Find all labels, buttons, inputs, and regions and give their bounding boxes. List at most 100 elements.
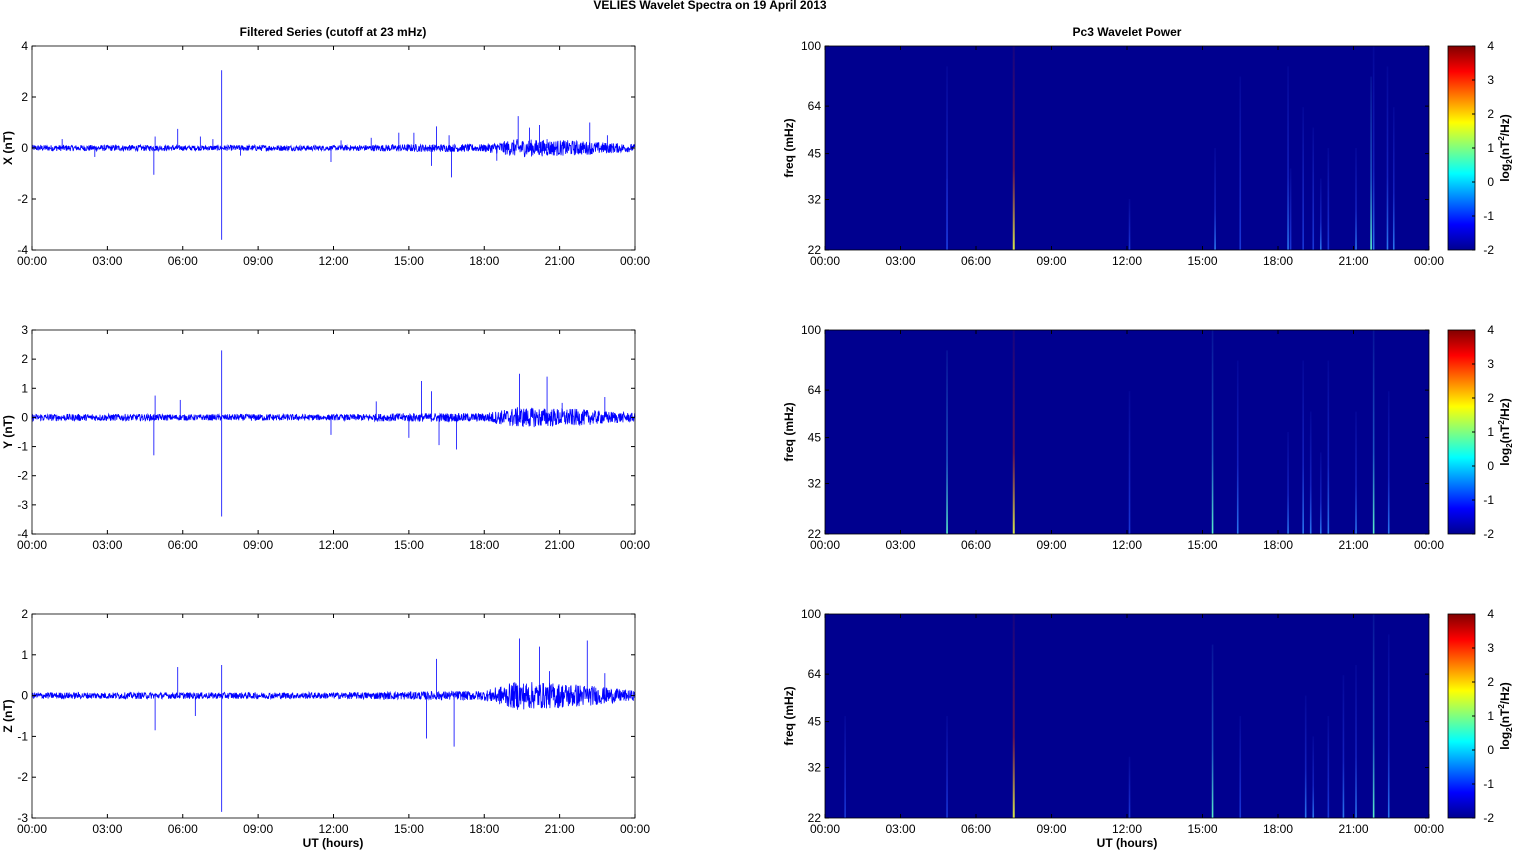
y-wavelet-power-xtick-label: 12:00 (1112, 538, 1142, 552)
x-wavelet-power-streak (1327, 148, 1330, 250)
x-wavelet-power-ytick-label: 64 (808, 99, 822, 113)
x-filtered-series-panel: -4 -2 0 2 4 00:00 03:00 06:00 09:00 12:00 15:00 18:… (1, 39, 650, 268)
z-wavelet-power-colorbar-tick-label: 4 (1487, 607, 1494, 621)
y-wavelet-power-colorbar-tick-label: 0 (1487, 459, 1494, 473)
x-wavelet-power-streak (1372, 46, 1375, 250)
x-wavelet-power-colorbar-tick-label: 0 (1487, 175, 1494, 189)
y-filtered-series-ytick-label: 2 (21, 352, 28, 366)
y-wavelet-power-streak (1287, 432, 1289, 534)
y-wavelet-power-streak (1319, 452, 1322, 534)
x-wavelet-power-streak (1355, 148, 1357, 250)
x-wavelet-power-streak (1012, 46, 1015, 250)
y-wavelet-power-streak (1327, 360, 1330, 534)
y-filtered-series-ytick-label: -2 (17, 469, 28, 483)
x-filtered-series-ytick-label: 4 (21, 39, 28, 53)
y-wavelet-power-colorbar-tick-label: -1 (1483, 493, 1494, 507)
z-wavelet-power-streak (1342, 675, 1345, 818)
y-wavelet-power-colorbar-label: log2(nT2/Hz) (1497, 398, 1514, 466)
y-filtered-series-ytick-label: -1 (17, 440, 28, 454)
z-wavelet-power-ylabel: freq (mHz) (782, 686, 796, 745)
z-filtered-series-xtick-label: 00:00 (620, 822, 650, 836)
y-wavelet-power-xtick-label: 21:00 (1338, 538, 1368, 552)
y-filtered-series-xtick-label: 03:00 (92, 538, 122, 552)
z-wavelet-power-ytick-label: 32 (808, 761, 822, 775)
y-filtered-series-trace (31, 407, 636, 428)
y-wavelet-power-xtick-label: 18:00 (1263, 538, 1293, 552)
z-wavelet-power-streak (1312, 736, 1315, 818)
z-wavelet-power-xtick-label: 03:00 (885, 822, 915, 836)
z-wavelet-power-xtick-label: 12:00 (1112, 822, 1142, 836)
z-wavelet-power-colorbar-tick-label: 0 (1487, 743, 1494, 757)
x-filtered-series-xtick-label: 12:00 (318, 254, 348, 268)
y-wavelet-power-streak (1309, 411, 1312, 534)
z-wavelet-power-streak (1355, 665, 1357, 818)
z-filtered-series-panel: -3 -2 -1 0 1 2 00:00 03:00 06:00 09:00 12:00 15:00 1… (1, 607, 650, 836)
left-column-title: Filtered Series (cutoff at 23 mHz) (240, 25, 427, 39)
x-wavelet-power-xtick-label: 21:00 (1338, 254, 1368, 268)
z-wavelet-power-ytick-label: 64 (808, 667, 822, 681)
y-filtered-series-xtick-label: 21:00 (545, 538, 575, 552)
z-wavelet-power-ytick-label: 45 (808, 715, 822, 729)
x-filtered-series-trace (31, 139, 636, 158)
x-filtered-series-ytick-label: 2 (21, 90, 28, 104)
y-filtered-series-ytick-label: -3 (17, 498, 28, 512)
x-wavelet-power-streak (1214, 148, 1216, 250)
y-filtered-series-ytick-label: 3 (21, 323, 28, 337)
x-filtered-series-ytick-label: -4 (17, 243, 28, 257)
x-wavelet-power-xtick-label: 18:00 (1263, 254, 1293, 268)
y-wavelet-power-colorbar-tick-label: 4 (1487, 323, 1494, 337)
x-filtered-series-xtick-label: 03:00 (92, 254, 122, 268)
x-wavelet-power-colorbar-tick-label: -1 (1483, 209, 1494, 223)
y-wavelet-power-ytick-label: 22 (808, 527, 822, 541)
x-axis-label-left: UT (hours) (303, 836, 364, 850)
z-wavelet-power-streak (844, 716, 846, 818)
x-wavelet-power-streak (1239, 76, 1242, 250)
z-wavelet-power-colorbar-tick-label: -1 (1483, 777, 1494, 791)
y-wavelet-power-colorbar-tick-label: 2 (1487, 391, 1494, 405)
z-filtered-series-ytick-label: 0 (21, 689, 28, 703)
x-wavelet-power-streak (1386, 66, 1389, 251)
x-wavelet-power-colorbar-tick-label: -2 (1483, 243, 1494, 257)
x-wavelet-power-xtick-label: 15:00 (1187, 254, 1217, 268)
z-wavelet-power-colorbar-tick-label: 3 (1487, 641, 1494, 655)
y-filtered-series-ytick-label: 0 (21, 410, 28, 424)
figure-title: VELIES Wavelet Spectra on 19 April 2013 (593, 0, 827, 12)
y-wavelet-power-background (825, 330, 1429, 534)
y-wavelet-power-streak (1372, 330, 1375, 534)
x-wavelet-power-xtick-label: 00:00 (810, 254, 840, 268)
z-filtered-series-xtick-label: 00:00 (17, 822, 47, 836)
x-filtered-series-xtick-label: 00:00 (620, 254, 650, 268)
x-wavelet-power-xtick-label: 12:00 (1112, 254, 1142, 268)
y-filtered-series-xtick-label: 18:00 (469, 538, 499, 552)
x-wavelet-power-colorbar (1447, 45, 1476, 251)
z-wavelet-power-streak (1304, 695, 1307, 818)
y-wavelet-power-streak (1012, 330, 1015, 534)
z-wavelet-power-colorbar-tick-label: 1 (1487, 709, 1494, 723)
z-wavelet-power-streak (1327, 716, 1330, 818)
x-filtered-series-xtick-label: 06:00 (168, 254, 198, 268)
z-filtered-series-xtick-label: 15:00 (394, 822, 424, 836)
y-wavelet-power-ytick-label: 32 (808, 477, 822, 491)
z-wavelet-power-xtick-label: 09:00 (1036, 822, 1066, 836)
y-filtered-series-xtick-label: 15:00 (394, 538, 424, 552)
z-wavelet-power-xtick-label: 21:00 (1338, 822, 1368, 836)
x-wavelet-power-streak (1319, 178, 1322, 250)
z-wavelet-power-streak (1372, 614, 1375, 818)
x-wavelet-power-streak (1302, 107, 1304, 250)
x-wavelet-power-colorbar-tick-label: 3 (1487, 73, 1494, 87)
z-filtered-series-ytick-label: -1 (17, 729, 28, 743)
z-filtered-series-xtick-label: 12:00 (318, 822, 348, 836)
y-wavelet-power-ytick-label: 100 (801, 323, 821, 337)
x-wavelet-power-streak (1287, 66, 1289, 251)
z-wavelet-power-xtick-label: 18:00 (1263, 822, 1293, 836)
x-wavelet-power-streak (1312, 127, 1315, 250)
x-wavelet-power-streak (946, 66, 948, 251)
z-wavelet-power-background (825, 614, 1429, 818)
y-wavelet-power-streak (1211, 330, 1214, 534)
x-wavelet-power-ylabel: freq (mHz) (782, 118, 796, 177)
y-wavelet-power-streak (1128, 391, 1131, 534)
x-wavelet-power-colorbar-label: log2(nT2/Hz) (1497, 114, 1514, 182)
y-wavelet-power-xtick-label: 03:00 (885, 538, 915, 552)
